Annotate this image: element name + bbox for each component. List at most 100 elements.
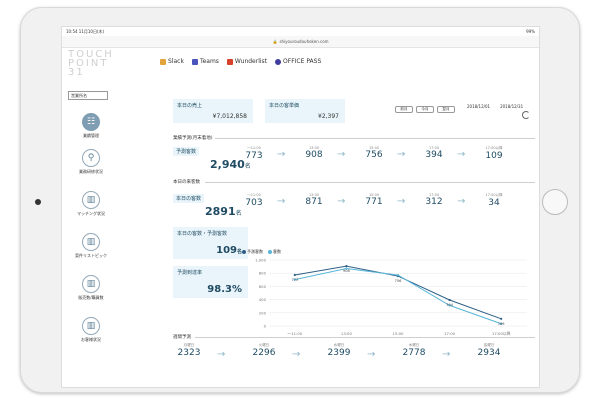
- arrow-right-icon: →: [217, 349, 226, 360]
- link-teams[interactable]: Teams: [191, 58, 219, 65]
- date-from: 2018/12/01: [467, 104, 491, 109]
- sidebar-item-label: お客様状況: [81, 337, 101, 342]
- funnel-step: 〜11:00 703: [237, 193, 271, 208]
- sidebar-item-sales[interactable]: ▥ 販売数/購買数: [62, 275, 120, 300]
- step-label: 〜11:00: [247, 193, 261, 197]
- this-month-button[interactable]: 今月: [416, 106, 434, 113]
- step-value: 871: [305, 197, 323, 207]
- sidebar-item-cases[interactable]: ▥ 案件リストピック: [62, 233, 120, 258]
- sales-value: ¥7,012,858: [212, 113, 247, 120]
- url-bar[interactable]: 🔒 shiyouroudouhoken.com: [62, 36, 539, 48]
- diff-label: 本日の客数・予測客数: [177, 231, 228, 237]
- date-range[interactable]: 2018/12/01 2018/12/31: [467, 104, 523, 109]
- x-tick-label: 15:00: [393, 331, 405, 336]
- forecast-value: 2778: [402, 348, 426, 358]
- arrow-right-icon: →: [442, 349, 451, 360]
- data-point: [500, 322, 503, 325]
- next-month-button[interactable]: 翌月: [437, 106, 455, 113]
- rate-card: 予測到達率 98.3%: [173, 266, 248, 298]
- office-select[interactable]: 営業所名: [68, 91, 108, 100]
- link-label: Slack: [168, 58, 184, 65]
- step-label: 15:00: [368, 193, 380, 197]
- funnel-step: 15:00 756: [357, 146, 391, 160]
- forecast-item: 金曜日 2934: [469, 343, 509, 358]
- logo-line: 31: [68, 67, 85, 78]
- arrow-right-icon: →: [277, 196, 286, 207]
- y-tick-label: 800: [259, 271, 267, 276]
- rate-label: 予測到達率: [177, 270, 203, 276]
- diff-card: 本日の客数・予測客数 109名: [173, 227, 248, 259]
- step-label: 〜11:00: [247, 146, 261, 150]
- status-battery: 99%: [526, 29, 535, 34]
- divider: [205, 182, 535, 183]
- section-title: 本日の来客数: [173, 180, 200, 185]
- today-value: 2891名: [205, 205, 242, 218]
- sidebar: 営業所名 ☷ 業績管理 ⚲ 業務研修状況 ▥ マッチング状況 ▥ 案件リストピッ…: [62, 91, 120, 387]
- lock-icon: 🔒: [272, 39, 278, 44]
- funnel-step: 17:00以降 34: [477, 193, 511, 208]
- wunderlist-icon: [226, 58, 233, 65]
- sidebar-item-label: 業績管理: [83, 133, 99, 138]
- forecast-value: 2934: [477, 348, 501, 358]
- date-to: 2018/12/31: [500, 104, 524, 109]
- funnel-step: 17:00 312: [417, 193, 451, 207]
- data-point: [396, 274, 400, 277]
- step-label: 17:00: [428, 193, 440, 197]
- arrow-right-icon: →: [277, 149, 286, 160]
- funnel-step: 15:00 771: [357, 193, 391, 207]
- step-value: 773: [245, 151, 263, 161]
- sidebar-item-label: 案件リストピック: [75, 253, 107, 258]
- step-value: 312: [425, 197, 443, 207]
- funnel-step: 13:00 871: [297, 193, 331, 207]
- link-slack[interactable]: Slack: [160, 58, 184, 65]
- sidebar-item-customers[interactable]: ▥ お客様状況: [62, 317, 120, 342]
- prev-month-button[interactable]: 前月: [395, 106, 413, 113]
- slack-icon: [160, 58, 166, 65]
- link-label: OFFICE PASS: [283, 58, 322, 65]
- forecast-label: 月曜日: [183, 343, 195, 347]
- x-tick-label: 17:00以降: [492, 331, 511, 336]
- arrow-right-icon: →: [457, 149, 466, 160]
- sidebar-item-label: マッチング状況: [77, 211, 105, 216]
- chart-user-icon: ☷: [82, 113, 100, 131]
- data-point: [293, 273, 296, 277]
- predicted-label: 予測客数: [173, 147, 200, 156]
- forecast-item: 木曜日 2778: [394, 343, 434, 358]
- bar-chart-icon: ▥: [82, 317, 100, 335]
- step-label: 17:00以降: [485, 193, 503, 197]
- divider: [215, 138, 535, 139]
- data-label: 756: [395, 279, 402, 283]
- forecast-label: 木曜日: [408, 343, 420, 347]
- logo-line: TOUCH: [68, 49, 114, 60]
- status-bar: 10:54 11月10日(木) 99%: [62, 27, 539, 36]
- legend-item: 客数: [268, 249, 281, 255]
- refresh-icon[interactable]: [522, 111, 530, 119]
- x-tick-label: 〜11:00: [287, 331, 302, 336]
- forecast-label: 水曜日: [333, 343, 345, 347]
- forecast-item: 水曜日 2399: [319, 343, 359, 358]
- main-panel: 本日の売上 ¥7,012,858 本日の客単価 ¥2,397 前月 今月 翌月 …: [125, 91, 537, 387]
- line-chart: 0 200 400 600 800 1,000 〜11:00 13:00 15:00 17:00 1…: [255, 258, 527, 336]
- arrow-right-icon: →: [397, 196, 406, 207]
- app-links: Slack Teams Wunderlist OFFICE PASS: [160, 58, 321, 65]
- bar-chart-icon: ▥: [82, 233, 100, 251]
- step-label: 15:00: [368, 146, 380, 150]
- tablet-frame: 10:54 11月10日(木) 99% 🔒 shiyouroudouhoken.…: [20, 7, 580, 393]
- home-button[interactable]: [542, 189, 568, 215]
- screen: 10:54 11月10日(木) 99% 🔒 shiyouroudouhoken.…: [61, 26, 540, 388]
- link-label: Teams: [199, 58, 219, 65]
- funnel-step: 17:00以降 109: [477, 146, 511, 161]
- bar-chart-icon: ▥: [82, 191, 100, 209]
- sales-card: 本日の売上 ¥7,012,858: [173, 99, 253, 123]
- link-office-pass[interactable]: OFFICE PASS: [275, 58, 321, 65]
- link-label: Wunderlist: [234, 58, 268, 65]
- y-tick-label: 600: [259, 284, 267, 289]
- data-point: [293, 278, 296, 281]
- logo: TOUCH POINT 31: [68, 49, 128, 78]
- y-tick-label: 0: [264, 324, 267, 329]
- sidebar-item-training[interactable]: ⚲ 業務研修状況: [62, 149, 120, 174]
- link-wunderlist[interactable]: Wunderlist: [226, 58, 268, 65]
- sidebar-item-performance[interactable]: ☷ 業績管理: [62, 113, 120, 138]
- sidebar-item-matching[interactable]: ▥ マッチング状況: [62, 191, 120, 216]
- logo-line: POINT: [68, 58, 109, 69]
